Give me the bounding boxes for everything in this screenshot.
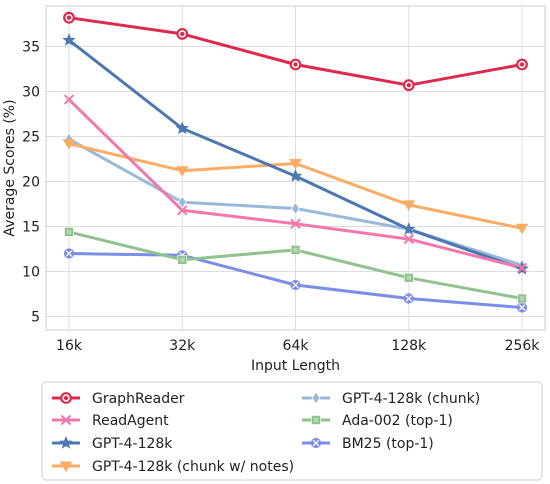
legend-label: Ada-002 (top-1) xyxy=(342,413,453,429)
x-tick-label: 64k xyxy=(283,338,310,354)
legend-entry: ReadAgent xyxy=(52,413,169,429)
legend-label: GPT-4-128k xyxy=(92,436,173,452)
legend-entry: BM25 (top-1) xyxy=(302,436,434,452)
y-tick-label: 30 xyxy=(22,85,40,101)
data-point xyxy=(402,79,415,92)
data-point xyxy=(175,166,189,177)
legend-label: ReadAgent xyxy=(92,413,169,429)
data-point xyxy=(289,159,302,170)
data-point xyxy=(288,169,303,182)
legend-entry: GraphReader xyxy=(52,391,185,407)
data-point xyxy=(402,200,416,211)
data-point xyxy=(176,28,189,40)
data-point xyxy=(517,293,527,304)
x-tick-labels: 16k 32k 64k 128k 256k xyxy=(56,338,540,354)
x-tick-label: 32k xyxy=(169,338,196,354)
data-point xyxy=(62,33,76,46)
legend-box xyxy=(41,381,543,481)
legend: GraphReader ReadAgent GPT-4-128k GPT-4-128k… xyxy=(41,381,543,481)
legend-marker xyxy=(60,392,72,404)
legend-label: GPT-4-128k (chunk w/ notes) xyxy=(92,459,294,475)
legend-entry: GPT-4-128k xyxy=(52,435,173,452)
data-point xyxy=(403,272,414,283)
legend-marker xyxy=(311,391,321,405)
legend-entry: Ada-002 (top-1) xyxy=(302,413,453,429)
data-point xyxy=(290,245,301,255)
y-tick-label: 35 xyxy=(22,40,40,56)
x-axis-label: Input Length xyxy=(251,358,340,374)
legend-entry: GPT-4-128k (chunk w/ notes) xyxy=(52,459,294,475)
data-point xyxy=(63,248,75,259)
y-axis-label: Average Scores (%) xyxy=(2,99,18,236)
data-point xyxy=(516,58,528,71)
legend-label: GPT-4-128k (chunk) xyxy=(342,391,480,407)
data-point xyxy=(175,121,190,135)
y-tick-label: 5 xyxy=(31,310,40,326)
data-point xyxy=(291,201,300,216)
data-point xyxy=(63,94,75,105)
legend-label: GraphReader xyxy=(92,391,185,407)
legend-marker xyxy=(59,461,73,472)
data-point xyxy=(401,222,416,235)
data-point xyxy=(516,262,528,274)
data-point xyxy=(62,139,76,150)
y-tick-label: 15 xyxy=(22,220,40,236)
data-point xyxy=(403,233,414,245)
x-tick-label: 256k xyxy=(505,338,541,354)
x-tick-label: 128k xyxy=(391,338,427,354)
data-point xyxy=(289,58,302,71)
data-point xyxy=(64,227,74,237)
data-point xyxy=(63,11,75,24)
data-point xyxy=(515,223,529,235)
legend-marker xyxy=(59,435,73,449)
legend-entry: GPT-4-128k (chunk) xyxy=(302,391,480,407)
legend-label: BM25 (top-1) xyxy=(342,436,434,452)
data-point xyxy=(177,205,188,216)
data-point xyxy=(516,302,528,313)
data-point xyxy=(177,195,187,209)
data-point xyxy=(177,255,188,265)
legend-marker xyxy=(310,437,322,449)
data-point xyxy=(290,218,301,230)
y-tick-labels: 5 10 15 20 25 30 35 xyxy=(22,40,40,326)
y-tick-label: 10 xyxy=(22,265,40,281)
x-tick-label: 16k xyxy=(56,338,83,354)
legend-marker xyxy=(60,414,72,426)
legend-marker xyxy=(311,415,321,425)
data-point xyxy=(290,279,301,291)
y-tick-label: 20 xyxy=(22,175,40,191)
y-tick-label: 25 xyxy=(22,130,40,146)
axes xyxy=(45,5,546,331)
plot-frame xyxy=(45,5,546,331)
data-point xyxy=(403,293,414,304)
series-markers xyxy=(62,11,529,313)
